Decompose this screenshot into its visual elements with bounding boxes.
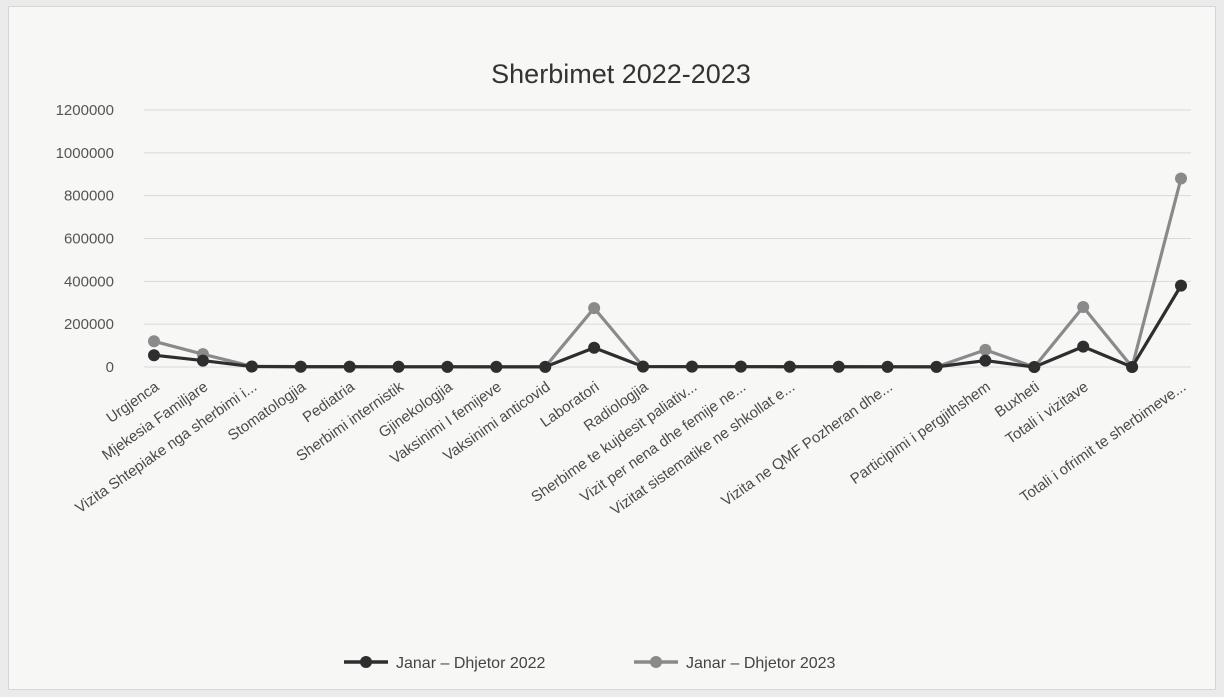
- data-point: [441, 360, 454, 373]
- data-point: [881, 360, 894, 373]
- y-tick-label: 0: [106, 359, 114, 376]
- data-point: [1126, 360, 1139, 373]
- y-tick-label: 1200000: [56, 102, 114, 119]
- data-point: [148, 335, 160, 348]
- data-point: [245, 360, 258, 373]
- data-point: [685, 360, 698, 373]
- legend-item: Janar – Dhjetor 2023: [634, 655, 836, 672]
- data-point: [1077, 340, 1090, 353]
- y-tick-label: 800000: [64, 188, 114, 205]
- data-point: [979, 343, 992, 356]
- grid-layer: [144, 109, 1191, 368]
- data-point: [196, 354, 209, 367]
- chart-svg: Sherbimet 2022-2023 0 200000 400000 600000 8…: [56, 59, 1191, 672]
- legend-swatch-marker: [360, 656, 372, 668]
- series-2023: [148, 172, 1187, 373]
- data-point: [734, 360, 747, 373]
- x-category-label: Totali i ofrimit te sherbimeve...: [1017, 378, 1189, 506]
- data-point: [1175, 172, 1187, 185]
- legend-label: Janar – Dhjetor 2022: [396, 655, 546, 672]
- series-2022: [148, 279, 1187, 373]
- data-point: [490, 360, 503, 373]
- data-point: [392, 360, 405, 373]
- x-category-label: Vizita ne QMF Pozheran dhe...: [718, 378, 896, 509]
- y-tick-label: 400000: [64, 273, 114, 290]
- data-point: [343, 360, 356, 373]
- data-point: [1077, 301, 1090, 314]
- data-point: [588, 302, 601, 315]
- data-point: [783, 360, 796, 373]
- series-line: [153, 284, 1183, 369]
- data-point: [294, 360, 307, 373]
- series-layer: [148, 172, 1187, 373]
- y-axis-tick-labels: 0 200000 400000 600000 800000 1000000 1200000: [56, 102, 114, 376]
- y-tick-label: 600000: [64, 231, 114, 248]
- data-point: [637, 360, 650, 373]
- data-point: [930, 360, 943, 373]
- legend-item: Janar – Dhjetor 2022: [344, 655, 546, 672]
- data-point: [1175, 279, 1187, 292]
- y-tick-label: 1000000: [56, 145, 114, 162]
- chart-title: Sherbimet 2022-2023: [491, 59, 751, 89]
- x-category-label: Totali i vizitave: [1003, 378, 1092, 447]
- data-point: [148, 349, 160, 362]
- series-line: [153, 178, 1183, 369]
- legend: Janar – Dhjetor 2022 Janar – Dhjetor 2023: [344, 655, 836, 672]
- legend-label: Janar – Dhjetor 2023: [686, 655, 836, 672]
- data-point: [832, 360, 845, 373]
- data-point: [979, 354, 992, 367]
- data-point: [539, 360, 552, 373]
- legend-swatch-marker: [650, 656, 662, 668]
- data-point: [1028, 360, 1041, 373]
- chart-frame: Sherbimet 2022-2023 0 200000 400000 600000 8…: [8, 6, 1216, 690]
- y-tick-label: 200000: [64, 316, 114, 333]
- x-category-label: Vizita Shtepiake nga sherbimi i...: [72, 378, 260, 517]
- data-point: [588, 341, 601, 354]
